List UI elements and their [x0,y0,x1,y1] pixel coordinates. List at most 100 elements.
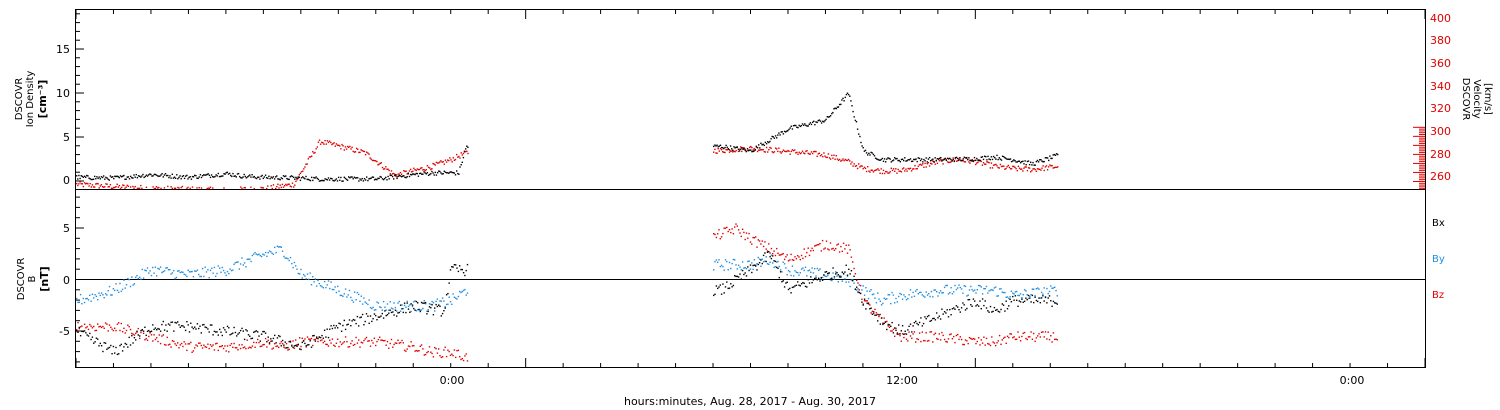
data-point [996,165,998,167]
data-point [1040,169,1042,171]
data-point [958,309,960,311]
data-point [119,175,122,177]
data-point [242,347,244,349]
data-point [1030,161,1032,163]
data-point [1025,164,1027,166]
data-point [854,273,857,275]
data-point [998,157,1000,159]
data-point [907,340,909,342]
data-point [191,270,193,273]
data-point [743,148,745,150]
data-point [284,347,286,349]
data-point [939,290,942,292]
data-point [465,353,467,355]
data-point [467,152,469,155]
data-point [207,173,209,175]
data-point [385,309,387,311]
data-point [255,253,258,255]
data-point [381,166,384,169]
data-point [368,299,370,301]
data-point [425,169,427,171]
data-point [466,292,469,294]
data-point [141,175,143,177]
data-point [285,257,288,259]
data-point [415,169,417,172]
data-point [731,286,733,288]
data-point [110,176,113,178]
data-point [115,175,117,178]
data-point [137,327,139,330]
data-point [79,335,82,337]
data-point [729,145,732,147]
data-point [734,275,736,277]
data-point [890,325,892,327]
data-point [351,320,353,322]
data-point [1021,298,1023,300]
data-point [791,259,794,261]
data-point [1021,335,1023,338]
data-point [880,317,883,319]
data-point [794,149,796,151]
data-point [810,151,813,153]
data-point [292,346,294,349]
data-point [311,176,313,179]
data-point [985,163,987,165]
data-point [964,157,967,159]
data-point [736,146,738,148]
data-point [995,309,997,311]
data-point [280,177,282,179]
data-point [363,178,366,180]
data-point [174,187,177,189]
data-point [245,348,247,350]
data-point [340,343,343,346]
data-point [127,185,130,187]
data-point [943,338,946,341]
data-point [745,150,747,153]
data-point [1027,294,1030,297]
data-point [163,187,166,189]
data-point [841,159,843,162]
data-point [462,289,465,292]
data-point [106,323,108,325]
data-point [108,179,110,181]
data-point [908,159,910,161]
data-point [1027,297,1030,300]
data-point [116,323,119,325]
data-point [908,294,910,296]
data-point [1041,167,1043,169]
data-point [450,159,452,161]
data-point [444,307,446,309]
data-point [172,177,175,179]
data-point [971,288,973,291]
data-point [353,151,356,153]
data-point [1042,165,1044,167]
data-point [237,333,239,335]
data-point [823,152,825,154]
data-point [743,147,745,149]
data-point [334,145,336,147]
data-point [348,289,351,292]
data-point [890,161,892,163]
data-point [128,326,130,328]
data-point [878,314,880,316]
data-point [296,345,298,347]
data-point [178,347,180,349]
data-point [333,142,335,144]
data-point [1014,160,1016,162]
data-point [752,268,754,271]
data-point [438,348,440,350]
data-point [426,172,429,174]
data-point [430,351,432,353]
data-point [260,175,262,178]
data-point [853,163,855,165]
data-point [295,344,297,347]
data-point [285,175,287,177]
data-point [251,345,254,347]
data-point [359,316,361,319]
data-point [181,185,184,188]
data-point [1000,343,1002,345]
data-point [100,292,103,294]
data-point [1049,155,1051,157]
data-point [213,266,216,269]
data-point [283,255,285,258]
